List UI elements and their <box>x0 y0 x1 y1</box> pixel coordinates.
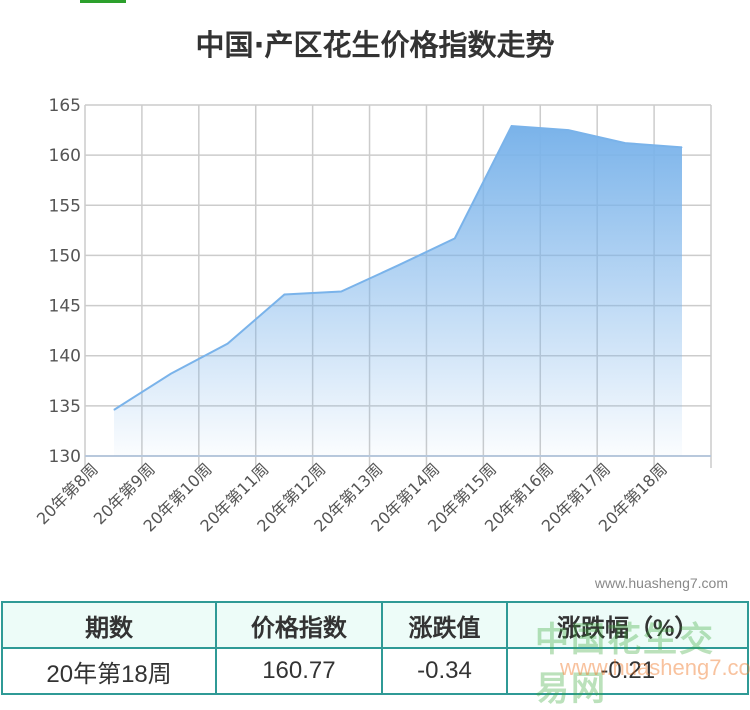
source-url[interactable]: www.huasheng7.com <box>594 575 728 591</box>
data-point <box>397 264 399 266</box>
data-point <box>340 291 342 293</box>
cell-change-pct: -0.21 <box>506 647 749 695</box>
y-tick-label: 135 <box>49 397 81 417</box>
y-tick-label: 140 <box>49 347 81 367</box>
data-point <box>170 373 172 375</box>
y-tick-label: 130 <box>49 447 81 467</box>
y-tick-label: 145 <box>49 297 81 317</box>
data-point <box>454 237 456 239</box>
data-point <box>113 409 115 411</box>
data-point <box>511 125 513 127</box>
cell-change: -0.34 <box>380 647 509 695</box>
y-tick-label: 160 <box>49 146 81 166</box>
table-row: 20年第18周 160.77 -0.34 -0.21 <box>0 647 749 695</box>
chart-title: 中国·产区花生价格指数走势 <box>195 28 555 62</box>
data-point <box>227 343 229 345</box>
cell-index: 160.77 <box>215 647 383 695</box>
data-point <box>681 146 683 148</box>
y-tick-label: 165 <box>49 96 81 116</box>
y-tick-label: 155 <box>49 196 81 216</box>
table-header-row: 期数 价格指数 涨跌值 涨跌幅（%） <box>0 601 749 649</box>
chart: 13013514014515015516016520年第8周20年第9周20年第… <box>33 96 712 536</box>
top-accent-bar <box>80 0 126 3</box>
data-point <box>283 294 285 296</box>
index-table: 期数 价格指数 涨跌值 涨跌幅（%） 20年第18周 160.77 -0.34 … <box>0 601 749 695</box>
header-index: 价格指数 <box>215 601 383 649</box>
cell-period: 20年第18周 <box>0 647 218 695</box>
header-change: 涨跌值 <box>380 601 509 649</box>
header-period: 期数 <box>0 601 218 649</box>
data-point <box>624 142 626 144</box>
area-fill <box>114 126 682 456</box>
header-change-pct: 涨跌幅（%） <box>506 601 749 649</box>
data-point <box>567 129 569 131</box>
y-tick-label: 150 <box>49 246 81 266</box>
